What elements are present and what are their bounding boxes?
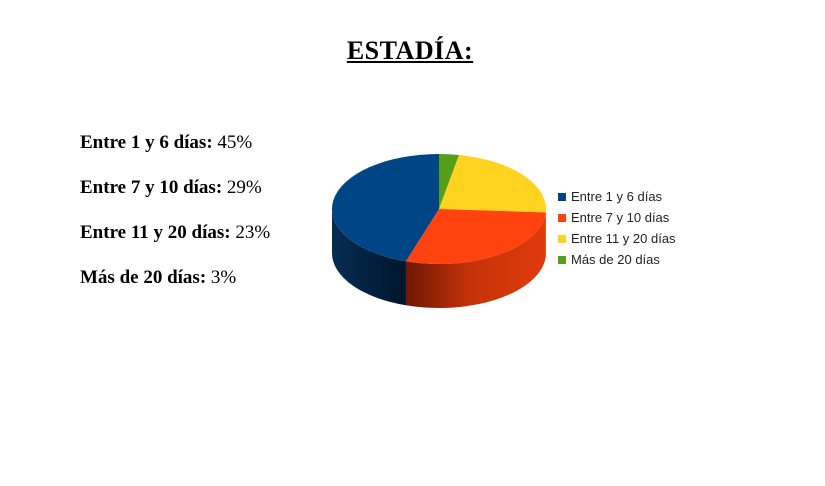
pie-side-walls xyxy=(332,209,546,308)
stat-value: 3% xyxy=(210,267,237,288)
legend-item: Entre 7 y 10 días xyxy=(558,207,676,228)
legend-item: Entre 11 y 20 días xyxy=(558,228,676,249)
pie-slice-7-10-dias xyxy=(405,209,546,264)
stats-list: Entre 1 y 6 días: 45% Entre 7 y 10 días:… xyxy=(80,132,270,312)
stat-item: Entre 1 y 6 días: 45% xyxy=(80,132,270,177)
stat-value: 29% xyxy=(226,177,262,198)
legend-swatch xyxy=(558,213,566,222)
legend-swatch xyxy=(558,234,566,243)
legend-item: Entre 1 y 6 días xyxy=(558,186,676,207)
pie-slice-1-6-dias xyxy=(332,154,439,262)
pie-slice-11-20-dias xyxy=(439,154,546,213)
stat-label: Más de 20 días: xyxy=(80,267,207,288)
stat-value: 23% xyxy=(235,222,271,243)
legend-label: Más de 20 días xyxy=(571,252,660,267)
pie-chart xyxy=(332,154,546,308)
legend-item: Más de 20 días xyxy=(558,249,676,270)
pie-slice-7-10-dias-side xyxy=(405,212,546,308)
pie-top-faces xyxy=(332,154,546,264)
legend-label: Entre 7 y 10 días xyxy=(571,210,670,225)
stat-item: Entre 11 y 20 días: 23% xyxy=(80,222,270,267)
stat-item: Más de 20 días: 3% xyxy=(80,267,270,312)
stat-value: 45% xyxy=(217,132,253,153)
stat-label: Entre 11 y 20 días: xyxy=(80,222,231,243)
legend-label: Entre 1 y 6 días xyxy=(571,189,663,204)
legend-label: Entre 11 y 20 días xyxy=(571,231,676,246)
legend-swatch xyxy=(558,192,566,201)
chart-legend: Entre 1 y 6 días Entre 7 y 10 días Entre… xyxy=(558,186,676,270)
pie-slice-mas-20-dias xyxy=(439,154,460,209)
stat-item: Entre 7 y 10 días: 29% xyxy=(80,177,270,222)
slide-title: ESTADÍA: xyxy=(346,36,474,65)
legend-swatch xyxy=(558,255,566,264)
pie-slice-1-6-dias-side xyxy=(332,209,406,306)
stat-label: Entre 7 y 10 días: xyxy=(80,177,223,198)
stat-label: Entre 1 y 6 días: xyxy=(80,132,213,153)
